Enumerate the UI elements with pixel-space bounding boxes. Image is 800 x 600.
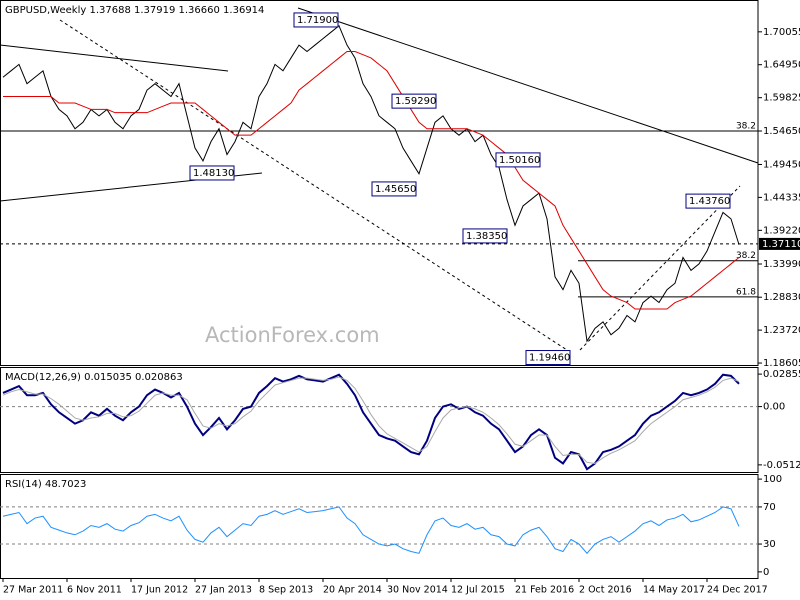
y-tick-label: 0 [763,567,769,578]
panel-title: MACD(12,26,9) 0.015035 0.020863 [5,372,183,383]
x-tick-label: 21 Feb 2016 [515,585,574,596]
x-tick-label: 2 Oct 2016 [579,585,632,596]
last-price-box [759,237,800,250]
x-tick-label: 14 May 2017 [643,585,705,596]
series-line [2,376,740,464]
price-box [189,165,235,181]
panel-title: RSI(14) 48.7023 [5,479,86,490]
panel-title: GBPUSD,Weekly 1.37688 1.37919 1.36660 1.… [5,5,264,16]
x-tick-label: 8 Sep 2013 [259,585,313,596]
y-tick-label: 1.44335 [763,192,800,203]
channel-line [579,185,741,351]
price-label: 1.48130 [193,168,234,179]
price-label: 1.59290 [395,96,436,107]
y-tick-label: 1.39220 [763,225,800,236]
price-label: 1.43760 [689,196,730,207]
fib-label: 38.2 [736,251,756,261]
last-price-label: 1.37110 [762,239,800,250]
price-label: 1.45650 [375,184,416,195]
y-tick-label: 1.49450 [763,159,800,170]
fib-label: 61.8 [736,287,756,297]
x-tick-label: 12 Jul 2015 [451,585,505,596]
price-box [495,152,541,168]
y-tick-label: 1.64950 [763,60,800,71]
y-tick-label: 1.23720 [763,325,800,336]
y-tick-label: 0.02855 [763,369,800,380]
price-box [371,181,417,197]
series-line [2,24,740,343]
price-label: 1.71900 [297,15,338,26]
price-label: 1.38350 [466,231,507,242]
watermark: ActionForex.com [205,323,380,347]
series-line [2,373,740,471]
y-tick-label: 30 [763,539,776,550]
price-box [391,93,437,109]
trend-line [297,7,759,164]
y-tick-label: 1.18605 [763,358,800,369]
y-tick-label: 1.54650 [763,126,800,137]
price-label: 1.50160 [499,155,540,166]
x-tick-label: 27 Jan 2013 [195,585,252,596]
y-tick-label: -0.05124 [763,460,800,471]
fib-label: 38.2 [736,122,756,132]
y-tick-label: 0.00 [763,402,785,413]
price-label: 1.19460 [529,353,570,364]
price-box [685,193,731,209]
x-tick-label: 6 Nov 2011 [67,585,122,596]
x-tick-label: 30 Nov 2014 [387,585,448,596]
price-box [462,228,508,244]
y-tick-label: 1.33990 [763,259,800,270]
panel [0,0,759,366]
y-tick-label: 1.28830 [763,292,800,303]
price-box [293,12,339,28]
price-box [525,350,571,366]
panel [0,474,759,579]
y-tick-label: 70 [763,502,776,513]
y-tick-label: 100 [763,474,782,485]
y-tick-label: 1.59825 [763,93,800,104]
series-line [2,506,740,555]
x-tick-label: 20 Apr 2014 [323,585,382,596]
y-tick-label: 1.70055 [763,27,800,38]
x-tick-label: 24 Dec 2017 [707,585,768,596]
series-line [3,50,740,310]
x-tick-label: 17 Jun 2012 [131,585,188,596]
trend-line [0,44,229,72]
panel [0,367,759,473]
x-tick-label: 27 Mar 2011 [3,585,63,596]
